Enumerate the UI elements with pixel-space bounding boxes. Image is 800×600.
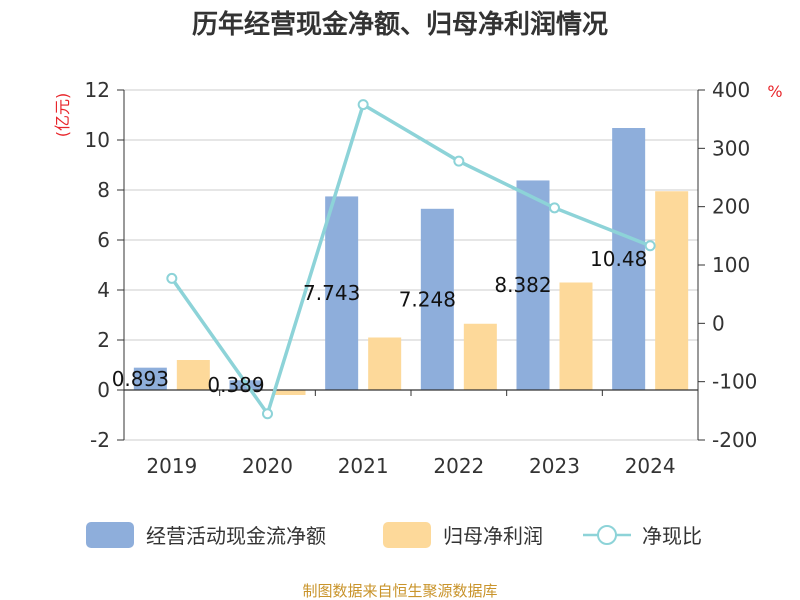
ratio-point (357, 99, 369, 111)
ratio-point (166, 272, 178, 284)
right-tick-label: 0 (712, 311, 725, 335)
right-axis-unit: % (767, 82, 782, 101)
ratio-point (644, 240, 656, 252)
right-tick-label: -100 (712, 370, 757, 394)
ratio-point (549, 202, 560, 214)
left-tick-label: -2 (90, 428, 110, 452)
data-labels: 0.893 0.389 7.743 7.248 8.382 10.48 (112, 247, 648, 397)
right-tick-label: 200 (712, 195, 750, 219)
bar-value-label: 10.48 (590, 247, 647, 271)
left-tick-label: 2 (97, 328, 110, 352)
bar-cash-flow (516, 180, 550, 390)
bar-value-label: 0.893 (112, 367, 169, 391)
x-tick-label: 2019 (146, 454, 197, 478)
x-tick-label: 2023 (529, 454, 580, 478)
right-tick-label: 400 (712, 78, 750, 102)
left-tick-label: 6 (97, 228, 110, 252)
right-tick-label: 100 (712, 253, 750, 277)
left-axis-unit: (亿元) (53, 93, 72, 138)
x-tick-label: 2021 (338, 454, 389, 478)
legend-swatch-ratio-marker (597, 525, 617, 545)
left-tick-label: 12 (85, 78, 110, 102)
ratio-line-layer (166, 99, 656, 420)
grid (124, 89, 698, 441)
left-tick-label: 8 (97, 178, 110, 202)
legend-swatch-cash-flow (86, 522, 134, 548)
left-tick-label: 4 (97, 278, 110, 302)
source-note: 制图数据来自恒生聚源数据库 (302, 582, 497, 600)
bar-value-label: 8.382 (494, 273, 551, 297)
bar-cash-flow (420, 208, 454, 390)
ratio-point (453, 155, 465, 167)
x-tick-label: 2024 (625, 454, 676, 478)
bar-net-profit (368, 337, 402, 390)
bar-net-profit (272, 390, 306, 395)
legend: 经营活动现金流净额 归母净利润 净现比 (86, 522, 702, 548)
x-tick-label: 2022 (433, 454, 484, 478)
bar-value-label: 7.743 (303, 281, 360, 305)
bar-net-profit (176, 360, 210, 390)
legend-label-net-profit: 归母净利润 (443, 524, 543, 548)
right-tick-label: 300 (712, 136, 750, 160)
bar-cash-flow (325, 196, 359, 390)
right-tick-label: -200 (712, 428, 757, 452)
bar-cash-flow (612, 128, 646, 390)
left-tick-label: 0 (97, 378, 110, 402)
bar-net-profit (559, 282, 593, 390)
chart-title: 历年经营现金净额、归母净利润情况 (192, 9, 608, 40)
bars (133, 128, 689, 395)
legend-label-ratio: 净现比 (642, 524, 702, 548)
ratio-line (170, 101, 651, 418)
x-tick-label: 2020 (242, 454, 293, 478)
bar-net-profit (655, 191, 689, 390)
axes: -2 0 2 4 6 8 10 12 -200 -100 0 100 200 300 400 2019 2020… (53, 78, 783, 478)
legend-swatch-net-profit (383, 522, 431, 548)
left-tick-label: 10 (85, 128, 110, 152)
bar-net-profit (463, 323, 497, 390)
legend-label-cash-flow: 经营活动现金流净额 (146, 524, 326, 548)
bar-value-label: 0.389 (207, 373, 264, 397)
ratio-point (262, 408, 273, 420)
bar-value-label: 7.248 (399, 287, 456, 311)
bar-cash-flow (133, 367, 167, 390)
